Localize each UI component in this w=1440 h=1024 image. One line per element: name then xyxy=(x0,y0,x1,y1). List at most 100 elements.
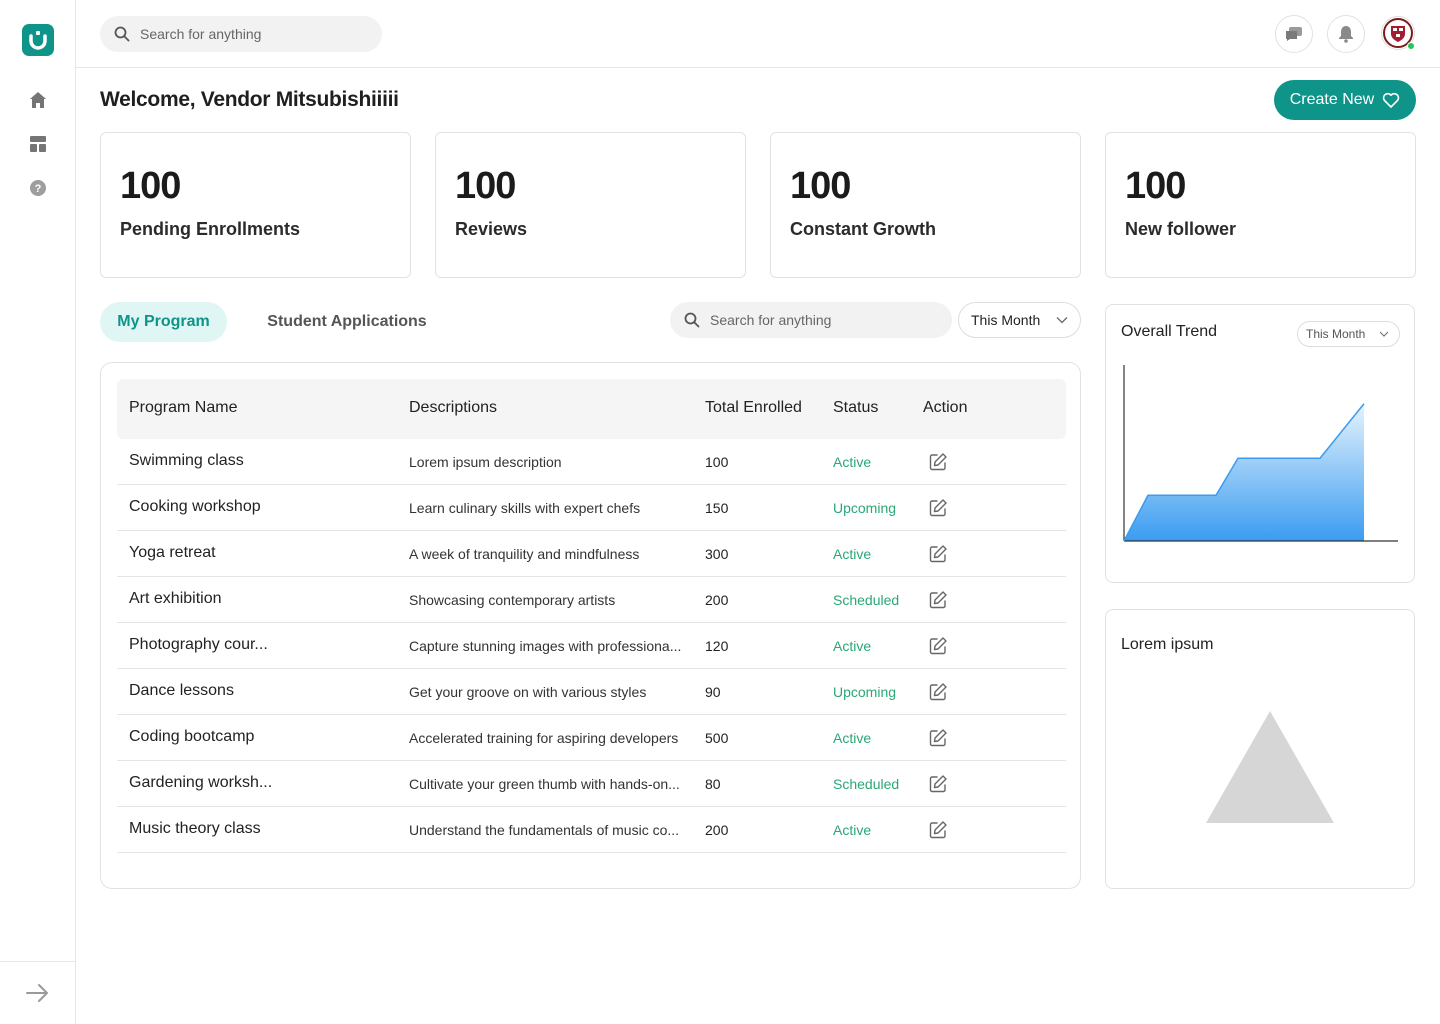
status-badge: Active xyxy=(833,730,872,746)
edit-icon xyxy=(929,683,947,701)
trend-chart xyxy=(1123,365,1398,542)
chevron-down-icon xyxy=(1056,317,1068,324)
edit-icon xyxy=(929,729,947,747)
global-search[interactable] xyxy=(100,16,382,52)
program-name: Cooking workshop xyxy=(129,498,261,515)
edit-icon xyxy=(929,545,947,563)
program-search-input[interactable] xyxy=(710,312,910,328)
lorem-title: Lorem ipsum xyxy=(1121,636,1214,653)
table-row[interactable]: Dance lessons Get your groove on with var… xyxy=(117,669,1066,715)
table-row[interactable]: Cooking workshop Learn culinary skills wi… xyxy=(117,485,1066,531)
column-header-action: Action xyxy=(923,399,968,416)
edit-button[interactable] xyxy=(928,590,948,610)
edit-button[interactable] xyxy=(928,728,948,748)
status-badge: Active xyxy=(833,638,872,654)
edit-button[interactable] xyxy=(928,636,948,656)
program-description: Capture stunning images with professiona… xyxy=(409,638,682,654)
user-avatar[interactable] xyxy=(1381,16,1415,50)
stat-value: 100 xyxy=(455,165,516,207)
trend-period-label: This Month xyxy=(1306,327,1366,341)
stat-card-constant-growth: 100 Constant Growth xyxy=(770,132,1081,278)
table-row[interactable]: Art exhibition Showcasing contemporary ar… xyxy=(117,577,1066,623)
edit-button[interactable] xyxy=(928,544,948,564)
table-row[interactable]: Coding bootcamp Accelerated training for … xyxy=(117,715,1066,761)
total-enrolled: 150 xyxy=(705,500,729,516)
total-enrolled: 500 xyxy=(705,730,729,746)
total-enrolled: 200 xyxy=(705,592,729,608)
program-description: Accelerated training for aspiring develo… xyxy=(409,730,679,746)
program-table: Program Name Descriptions Total Enrolled… xyxy=(100,362,1081,889)
placeholder-triangle-icon xyxy=(1206,711,1334,823)
logo-icon xyxy=(29,31,47,50)
table-row[interactable]: Photography cour... Capture stunning imag… xyxy=(117,623,1066,669)
total-enrolled: 300 xyxy=(705,546,729,562)
column-header-program-name[interactable]: Program Name xyxy=(129,399,238,416)
program-description: Understand the fundamentals of music co.… xyxy=(409,822,680,838)
program-name: Yoga retreat xyxy=(129,544,216,561)
edit-icon xyxy=(929,637,947,655)
program-name: Gardening worksh... xyxy=(129,774,273,791)
chat-icon xyxy=(1286,27,1302,41)
bell-icon xyxy=(1339,26,1353,43)
stat-label: Reviews xyxy=(455,219,528,239)
program-name: Coding bootcamp xyxy=(129,728,255,745)
tab-my-program[interactable]: My Program xyxy=(100,302,227,342)
total-enrolled: 80 xyxy=(705,776,721,792)
top-bar xyxy=(76,0,1440,68)
table-row[interactable]: Gardening worksh... Cultivate your green … xyxy=(117,761,1066,807)
create-new-button[interactable]: Create New xyxy=(1274,80,1416,120)
program-description: Showcasing contemporary artists xyxy=(409,592,616,608)
edit-button[interactable] xyxy=(928,682,948,702)
table-row[interactable]: Music theory class Understand the fundame… xyxy=(117,807,1066,853)
chevron-down-icon xyxy=(1379,331,1389,337)
column-header-status[interactable]: Status xyxy=(833,399,879,416)
online-status-dot xyxy=(1407,42,1415,50)
stat-label: New follower xyxy=(1125,219,1237,239)
status-badge: Active xyxy=(833,546,872,562)
dashboard-icon[interactable] xyxy=(28,134,48,154)
column-header-descriptions[interactable]: Descriptions xyxy=(409,399,498,416)
status-badge: Scheduled xyxy=(833,776,900,792)
stat-label: Pending Enrollments xyxy=(120,219,301,239)
home-icon[interactable] xyxy=(28,90,48,110)
app-logo[interactable] xyxy=(22,24,54,56)
expand-sidebar-button[interactable] xyxy=(0,961,75,1024)
stat-value: 100 xyxy=(790,165,851,207)
table-row[interactable]: Yoga retreat A week of tranquility and mi… xyxy=(117,531,1066,577)
edit-button[interactable] xyxy=(928,820,948,840)
edit-icon xyxy=(929,821,947,839)
sidebar: ? xyxy=(0,0,76,1024)
arrow-right-icon xyxy=(25,984,48,1002)
program-name: Swimming class xyxy=(129,452,244,469)
heart-icon xyxy=(1383,92,1400,108)
lorem-card: Lorem ipsum xyxy=(1105,609,1415,889)
total-enrolled: 90 xyxy=(705,684,721,700)
global-search-input[interactable] xyxy=(140,26,340,42)
search-icon xyxy=(684,312,700,328)
edit-button[interactable] xyxy=(928,774,948,794)
program-name: Photography cour... xyxy=(129,636,268,653)
stat-label: Constant Growth xyxy=(790,219,936,239)
period-dropdown[interactable]: This Month xyxy=(958,302,1081,338)
period-dropdown-label: This Month xyxy=(971,312,1041,328)
notifications-button[interactable] xyxy=(1327,15,1365,53)
total-enrolled: 120 xyxy=(705,638,729,654)
search-icon xyxy=(114,26,130,42)
program-description: Learn culinary skills with expert chefs xyxy=(409,500,641,516)
messages-button[interactable] xyxy=(1275,15,1313,53)
trend-title: Overall Trend xyxy=(1121,323,1218,340)
crest-icon xyxy=(1383,18,1413,48)
tab-student-applications[interactable]: Student Applications xyxy=(267,313,427,330)
program-description: A week of tranquility and mindfulness xyxy=(409,546,640,562)
program-search[interactable] xyxy=(670,302,952,338)
edit-button[interactable] xyxy=(928,452,948,472)
edit-button[interactable] xyxy=(928,498,948,518)
trend-line xyxy=(1123,403,1365,542)
program-name: Art exhibition xyxy=(129,590,222,607)
trend-period-dropdown[interactable]: This Month xyxy=(1297,321,1400,347)
create-new-label: Create New xyxy=(1289,91,1375,108)
help-icon[interactable]: ? xyxy=(28,178,48,198)
table-row[interactable]: Swimming class Lorem ipsum description 100… xyxy=(117,439,1066,485)
column-header-total-enrolled[interactable]: Total Enrolled xyxy=(705,399,802,416)
svg-text:?: ? xyxy=(35,183,42,195)
